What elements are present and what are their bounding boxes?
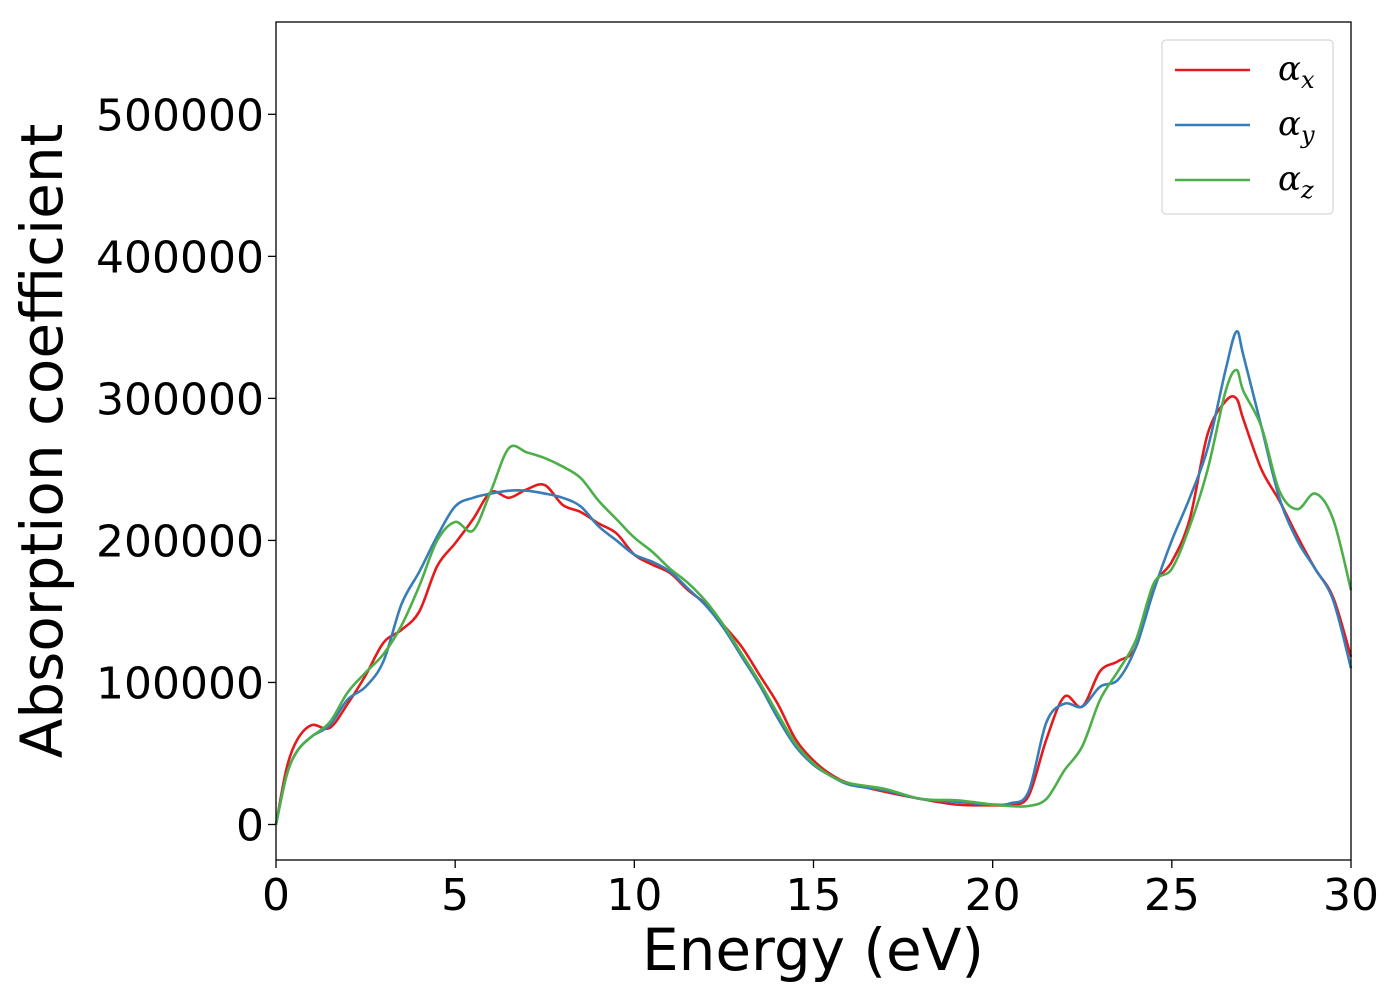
y-tick-label: 300000 xyxy=(96,374,264,425)
y-axis-title: Absorption coefficient xyxy=(8,124,76,759)
x-tick-label: 5 xyxy=(441,870,469,921)
x-tick-label: 15 xyxy=(786,870,842,921)
legend-label-subscript: y xyxy=(1300,121,1315,149)
x-tick-label: 10 xyxy=(606,870,662,921)
x-tick-label: 20 xyxy=(965,870,1021,921)
x-tick-label: 30 xyxy=(1323,870,1379,921)
series-line-alpha_z xyxy=(274,368,1353,825)
x-axis-title: Energy (eV) xyxy=(642,916,984,984)
y-ticks: 0 100000 200000 300000 400000 500000 xyxy=(96,90,276,851)
legend-label-subscript: x xyxy=(1301,66,1315,94)
x-ticks: 0 5 10 15 20 25 30 xyxy=(262,860,1379,921)
series-lines xyxy=(274,330,1353,825)
legend-box xyxy=(1161,39,1334,215)
x-tick-label: 25 xyxy=(1144,870,1200,921)
legend-label-subscript: z xyxy=(1300,176,1314,204)
y-tick-label: 100000 xyxy=(96,658,264,709)
series-line-alpha_y xyxy=(274,330,1353,825)
y-tick-label: 0 xyxy=(236,800,264,851)
y-tick-label: 500000 xyxy=(96,90,264,141)
series-line-alpha_x xyxy=(274,395,1353,825)
y-tick-label: 400000 xyxy=(96,232,264,283)
x-tick-label: 0 xyxy=(262,870,290,921)
y-tick-label: 200000 xyxy=(96,516,264,567)
